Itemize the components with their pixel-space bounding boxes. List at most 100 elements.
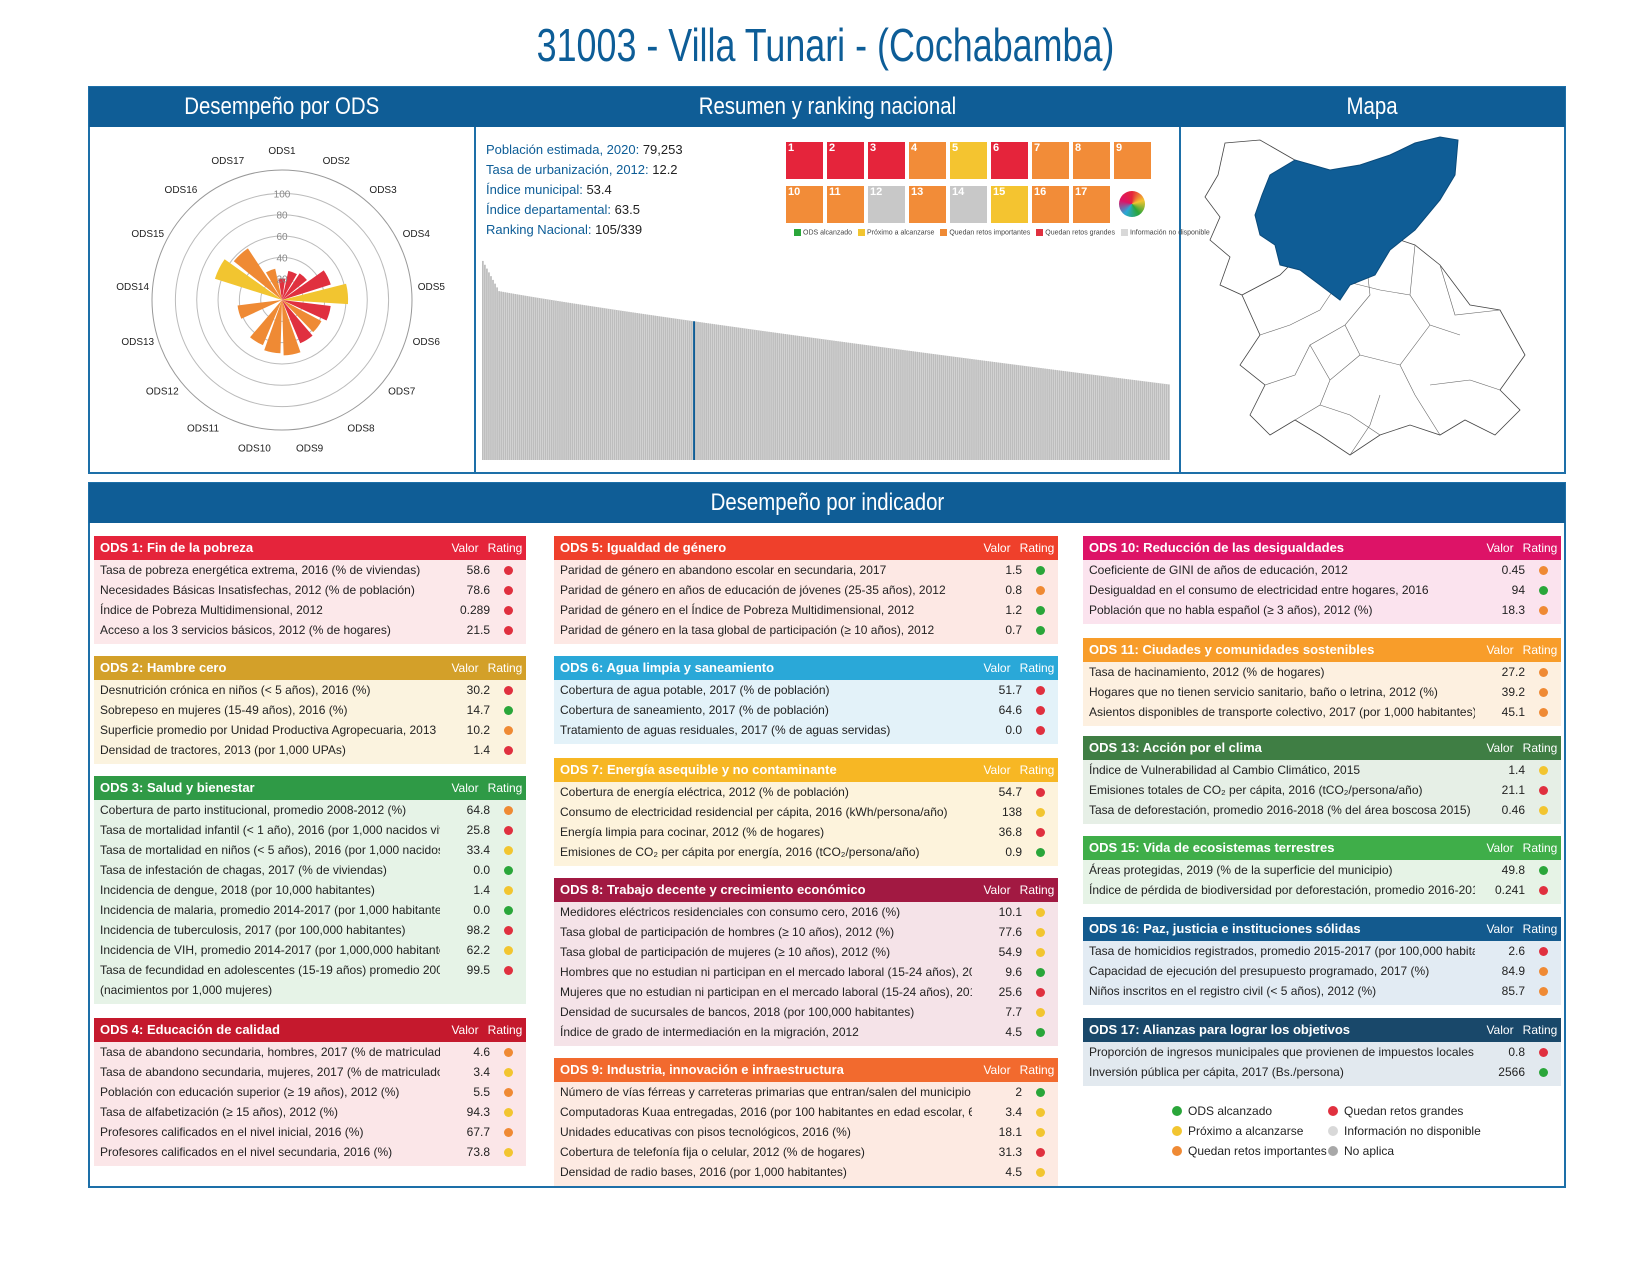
sdg-tile-13: 13 <box>909 186 946 223</box>
indicator-value: 49.8 <box>1501 863 1525 877</box>
indicator-value: 51.7 <box>998 683 1022 697</box>
ranking-bar <box>1129 379 1132 460</box>
ranking-bar <box>960 357 963 460</box>
rating-dot-icon <box>1028 902 1058 922</box>
panel-title: ODS 16: Paz, justicia e instituciones só… <box>1089 921 1361 936</box>
ranking-bar <box>841 341 843 460</box>
legend-label: Quedan retos grandes <box>1344 1104 1464 1118</box>
sdg-tile-number: 6 <box>993 142 1000 154</box>
indicator-name: Áreas protegidas, 2019 (% de la superfic… <box>1089 863 1393 877</box>
summary-item: Población estimada, 2020: 79,253 <box>486 140 683 160</box>
ranking-bar <box>833 340 835 460</box>
ranking-bar <box>1115 377 1117 460</box>
ranking-bar <box>672 318 675 460</box>
ranking-bar <box>796 335 799 460</box>
polar-axis-label: ODS5 <box>418 282 446 293</box>
ranking-bar <box>768 331 770 460</box>
indicator-name: Índice de Vulnerabilidad al Cambio Climá… <box>1089 763 1361 777</box>
ranking-bar <box>753 329 756 460</box>
ranking-bar <box>492 279 494 460</box>
panel-ods13: ODS 13: Acción por el clima Valor Rating Ín… <box>1083 736 1561 824</box>
indicator-value: 10.1 <box>998 905 1022 919</box>
ranking-bar <box>829 340 831 460</box>
ranking-bar <box>928 353 931 460</box>
indicator-value: 33.4 <box>466 843 490 857</box>
ranking-bar <box>1167 384 1170 460</box>
indicator-row: Inversión pública per cápita, 2017 (Bs./… <box>1083 1062 1561 1082</box>
column-header-rating: Rating <box>487 661 523 675</box>
ranking-bar <box>926 353 929 460</box>
column-header-valor: Valor <box>451 781 479 795</box>
indicator-value: 67.7 <box>466 1125 490 1139</box>
ranking-bar <box>1011 364 1014 460</box>
ranking-bar <box>987 361 990 460</box>
indicator-value: 0.9 <box>1005 845 1022 859</box>
ranking-bar <box>946 355 949 460</box>
indicator-value: 10.2 <box>466 723 490 737</box>
indicator-name: Incidencia de tuberculosis, 2017 (por 10… <box>100 923 406 937</box>
ranking-bar <box>579 304 582 460</box>
ranking-bar <box>958 357 961 460</box>
indicator-row: Índice de Vulnerabilidad al Cambio Climá… <box>1083 760 1561 780</box>
indicator-row: Desigualdad en el consumo de electricida… <box>1083 580 1561 600</box>
column-header-valor: Valor <box>983 883 1011 897</box>
indicator-row: Computadoras Kuaa entregadas, 2016 (por … <box>554 1102 1058 1122</box>
legend-item: Próximo a alcanzarse <box>1172 1124 1303 1138</box>
ranking-bar <box>652 315 655 460</box>
ranking-bar <box>697 321 699 460</box>
panel-ods5: ODS 5: Igualdad de género Valor Rating Pari… <box>554 536 1058 644</box>
indicator-value: 0.0 <box>1005 723 1022 737</box>
divider <box>1179 127 1181 474</box>
ranking-bar <box>938 354 941 460</box>
polar-bar-ods5 <box>282 283 349 305</box>
ranking-bar <box>678 319 681 460</box>
ranking-bar <box>843 342 845 460</box>
legend-item: No aplica <box>1328 1144 1394 1158</box>
ranking-bar <box>502 291 505 460</box>
sdg-tile-number: 3 <box>870 142 877 154</box>
ranking-bar <box>989 361 992 460</box>
indicator-name: Tasa de homicidios registrados, promedio… <box>1089 944 1475 958</box>
ranking-bar <box>577 304 580 460</box>
sdg-wheel-icon <box>1119 191 1145 217</box>
indicator-name: Consumo de electricidad residencial per … <box>560 805 948 819</box>
ranking-bar <box>723 325 726 460</box>
column-header-valor: Valor <box>983 763 1011 777</box>
ranking-bar <box>855 343 858 460</box>
ranking-bar <box>1034 367 1036 460</box>
indicator-name: Densidad de tractores, 2013 (por 1,000 U… <box>100 743 346 757</box>
indicator-row: Emisiones totales de CO₂ per cápita, 201… <box>1083 780 1561 800</box>
legend-swatch-icon <box>940 229 948 236</box>
summary-item: Índice municipal: 53.4 <box>486 180 683 200</box>
ranking-bar <box>1060 370 1063 460</box>
ranking-bar <box>1135 380 1138 460</box>
indicator-row: Energía limpia para cocinar, 2012 (% de … <box>554 822 1058 842</box>
sdg-tile-number: 14 <box>952 186 965 198</box>
indicator-row: Asientos disponibles de transporte colec… <box>1083 702 1561 722</box>
indicator-name: Coeficiente de GINI de años de educación… <box>1089 563 1348 577</box>
indicator-value: 7.7 <box>1005 1005 1022 1019</box>
rating-dot-icon <box>1531 600 1561 620</box>
rating-dot-icon <box>1028 942 1058 962</box>
legend-item: Quedan retos importantes <box>1172 1144 1327 1158</box>
indicator-value: 0.0 <box>473 903 490 917</box>
ranking-bar <box>1127 379 1130 460</box>
ranking-bar <box>1088 374 1091 460</box>
ranking-bar <box>607 308 610 460</box>
panel-header: ODS 17: Alianzas para lograr los objetiv… <box>1083 1018 1561 1042</box>
panel-title: ODS 4: Educación de calidad <box>100 1022 280 1037</box>
indicator-row: Sobrepeso en mujeres (15-49 años), 2016 … <box>94 700 526 720</box>
indicator-value: 1.4 <box>473 883 490 897</box>
rating-dot-icon <box>1028 982 1058 1002</box>
indicator-row: Superficie promedio por Unidad Productiv… <box>94 720 526 740</box>
ranking-bar <box>536 297 539 460</box>
header-ods: Desempeño por ODS <box>89 87 475 127</box>
rating-dot-icon <box>496 960 526 980</box>
ranking-bar <box>494 283 496 460</box>
ranking-bar <box>1062 370 1065 460</box>
ranking-bar <box>571 303 574 460</box>
column-header-valor: Valor <box>983 1063 1011 1077</box>
indicator-value: 1.5 <box>1005 563 1022 577</box>
ranking-bar <box>889 348 892 460</box>
indicator-value: 2.6 <box>1508 944 1525 958</box>
